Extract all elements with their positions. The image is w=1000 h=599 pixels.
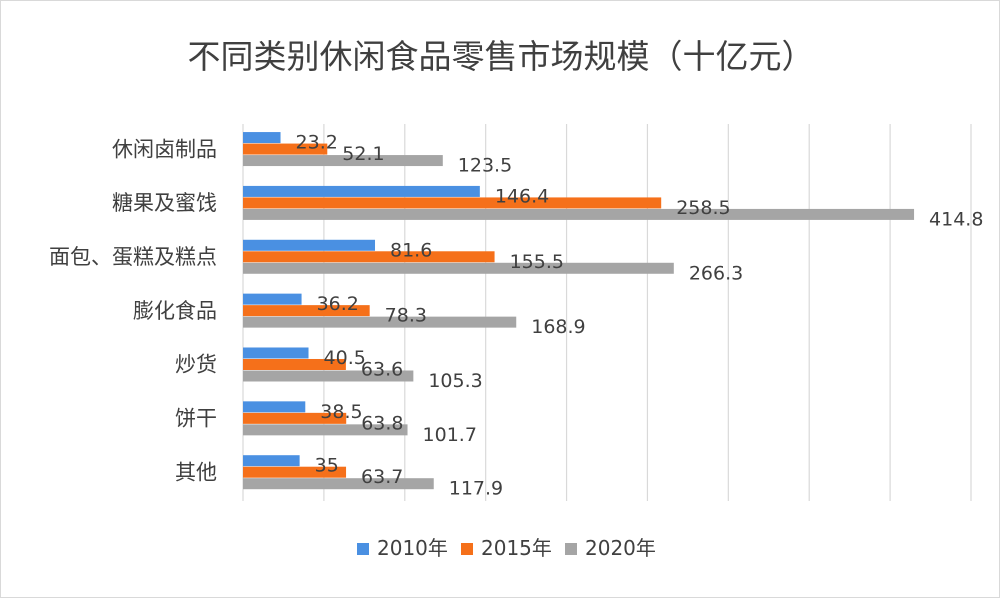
bar [243,370,414,382]
data-label: 123.5 [458,155,512,177]
bar [243,251,495,263]
bar [243,401,306,413]
bar [243,185,480,197]
bar [243,155,443,167]
data-labels: 23.252.1 123.5 146.4 258.5 414.8 81.6 155.5 266… [296,132,984,500]
data-label: 146.4 [495,185,549,207]
category-label: 饼干 [175,407,217,431]
data-label: 36.2 [317,293,359,315]
data-label: 40.5 [324,347,366,369]
data-label: 38.5 [320,401,362,423]
data-label: 23.2 [296,132,338,154]
data-label: 35 [315,455,339,477]
bar [243,478,434,490]
data-label: 101.7 [423,424,477,446]
data-label: 52.1 [342,143,384,165]
data-label: 63.8 [361,412,403,434]
data-label: 266.3 [689,262,743,284]
bar [243,412,347,424]
legend-label: 2015年 [481,536,552,560]
data-label: 168.9 [531,316,585,338]
legend-label: 2010年 [377,536,448,560]
bar [243,239,376,251]
legend-label: 2020年 [585,536,656,560]
category-label: 休闲卤制品 [112,137,217,161]
legend-swatch [357,543,369,555]
bar [243,293,302,305]
bar [243,455,300,467]
data-label: 155.5 [510,251,564,273]
bar [243,208,915,220]
data-label: 414.8 [929,208,983,230]
data-label: 105.3 [428,370,482,392]
data-label: 78.3 [385,305,427,327]
bar [243,466,347,478]
bar [243,197,662,209]
category-label: 其他 [175,460,217,484]
category-label: 面包、蛋糕及糕点 [49,245,217,269]
data-label: 258.5 [676,197,730,219]
bar [243,143,328,155]
bar [243,316,517,328]
data-label: 81.6 [390,239,432,261]
data-label: 117.9 [449,478,503,500]
category-label: 糖果及蜜饯 [112,191,217,215]
category-label: 膨化食品 [133,299,217,323]
legend-swatch [565,543,577,555]
data-label: 63.7 [361,466,403,488]
bars [243,132,915,490]
bar [243,262,674,274]
legend-swatch [461,543,473,555]
bar [243,132,281,144]
bar [243,358,346,370]
legend: 2010年 2015年 2020年 [357,536,656,560]
bar [243,305,370,317]
bar [243,347,309,359]
bar [243,424,408,436]
data-label: 63.6 [361,358,403,380]
category-label: 炒货 [175,353,217,377]
chart-title: 不同类别休闲食品零售市场规模（十亿元） [188,37,815,76]
